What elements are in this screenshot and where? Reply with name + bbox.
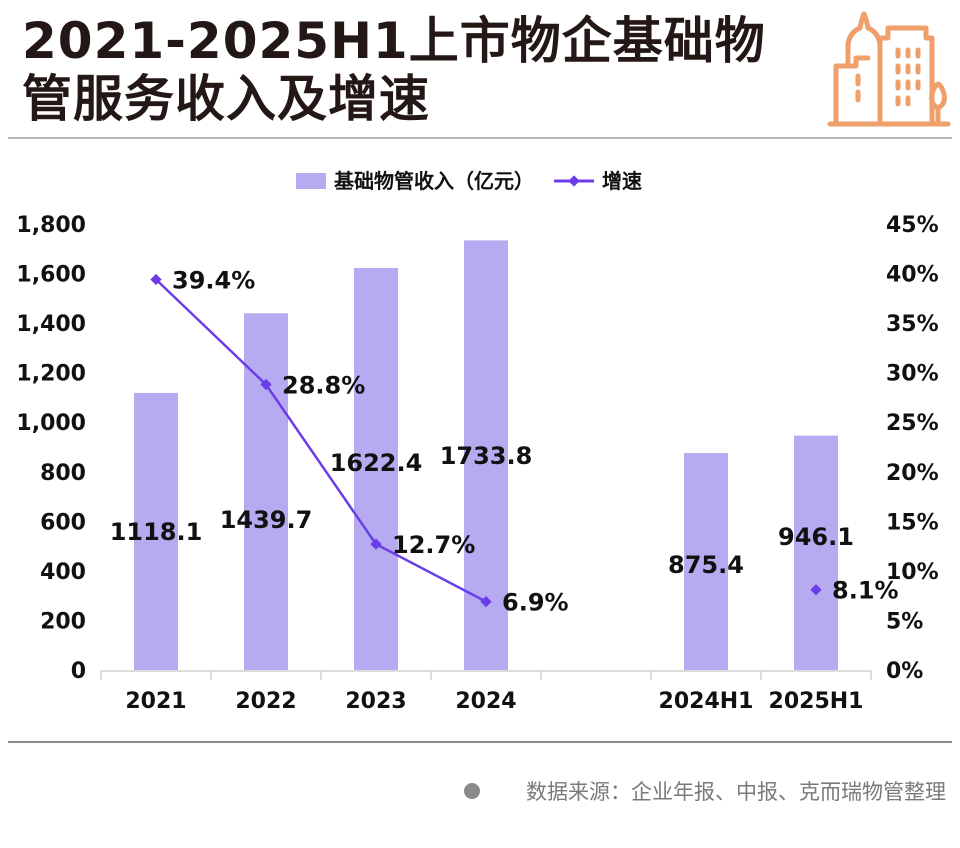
right-tick-label: 35% — [886, 312, 939, 337]
left-tick-label: 400 — [40, 560, 86, 585]
legend: 基础物管收入（亿元） 增速 — [296, 169, 642, 193]
left-tick-label: 1,000 — [16, 411, 86, 436]
growth-line — [155, 278, 487, 603]
legend-label-line: 增速 — [602, 169, 642, 193]
left-axis: 0 200 400 600 800 1,000 1,200 1,400 1,600 1,800 — [16, 213, 86, 684]
growth-marker-2023 — [370, 538, 382, 550]
right-tick-label: 10% — [886, 560, 939, 585]
right-tick-label: 0% — [886, 659, 923, 684]
right-tick-label: 5% — [886, 609, 923, 634]
bar-2023 — [354, 268, 398, 670]
x-axis: 2021 2022 2023 2024 2024H1 2025H1 — [100, 670, 872, 714]
left-tick-label: 1,400 — [16, 312, 86, 337]
legend-swatch-marker — [568, 175, 580, 187]
x-tick-label: 2025H1 — [769, 689, 864, 714]
right-axis: 0% 5% 10% 15% 20% 25% 30% 35% 40% 45% — [886, 213, 939, 684]
bar-value-label: 1622.4 — [330, 449, 423, 477]
growth-marker-2024 — [480, 595, 492, 608]
header-divider — [8, 137, 952, 139]
bar-2024H1 — [684, 453, 728, 670]
legend-label-bar: 基础物管收入（亿元） — [334, 169, 534, 193]
city-buildings-icon — [827, 11, 951, 127]
x-tick-label: 2024 — [455, 689, 516, 714]
x-tick-label: 2023 — [345, 689, 406, 714]
growth-value-label: 12.7% — [392, 531, 475, 559]
bullet-dot-icon — [464, 783, 480, 799]
growth-marker-2025H1 — [810, 584, 822, 596]
left-tick-label: 600 — [40, 510, 86, 535]
right-tick-label: 15% — [886, 510, 939, 535]
title-line-2: 管服务收入及增速 — [22, 70, 430, 128]
x-tick-label: 2021 — [125, 689, 186, 714]
left-tick-label: 1,200 — [16, 362, 86, 387]
bar-2022 — [244, 313, 288, 670]
right-tick-label: 25% — [886, 411, 939, 436]
source-text: 数据来源：企业年报、中报、克而瑞物管整理 — [526, 780, 946, 804]
bar-value-label: 1118.1 — [110, 518, 203, 546]
x-tick-label: 2024H1 — [659, 689, 754, 714]
page-title: 2021-2025H1上市物企基础物 管服务收入及增速 — [22, 12, 822, 128]
growth-value-label: 28.8% — [282, 372, 365, 400]
growth-value-label: 8.1% — [832, 577, 899, 605]
bar-value-label: 1733.8 — [440, 442, 533, 470]
right-tick-label: 20% — [886, 461, 939, 486]
bar-2021 — [134, 392, 178, 670]
x-tick-label: 2022 — [235, 689, 296, 714]
growth-value-label: 6.9% — [502, 589, 569, 617]
chart: 基础物管收入（亿元） 增速 0 200 400 600 800 1,000 1,200 1,4… — [16, 169, 939, 714]
data-labels: 1118.1 1439.7 1622.4 1733.8 875.4 946.1 39.4% 2… — [110, 267, 899, 617]
bar-value-label: 875.4 — [668, 551, 744, 579]
right-tick-label: 30% — [886, 362, 939, 387]
bar-value-label: 1439.7 — [220, 506, 313, 534]
right-tick-label: 45% — [886, 213, 939, 238]
source-note: 数据来源：企业年报、中报、克而瑞物管整理 — [464, 776, 946, 806]
bar-2025H1 — [794, 435, 838, 670]
title-line-1: 2021-2025H1上市物企基础物 — [22, 12, 766, 70]
right-tick-label: 40% — [886, 263, 939, 288]
growth-marker-2022 — [260, 378, 272, 391]
left-tick-label: 200 — [40, 609, 86, 634]
left-tick-label: 0 — [71, 659, 86, 684]
footer-divider — [8, 741, 952, 743]
legend-swatch-bar — [296, 173, 326, 189]
growth-line-series — [150, 273, 822, 608]
growth-value-label: 39.4% — [172, 267, 255, 295]
bar-value-label: 946.1 — [778, 523, 854, 551]
growth-marker-2021 — [150, 273, 162, 286]
left-tick-label: 1,600 — [16, 263, 86, 288]
left-tick-label: 800 — [40, 461, 86, 486]
left-tick-label: 1,800 — [16, 213, 86, 238]
